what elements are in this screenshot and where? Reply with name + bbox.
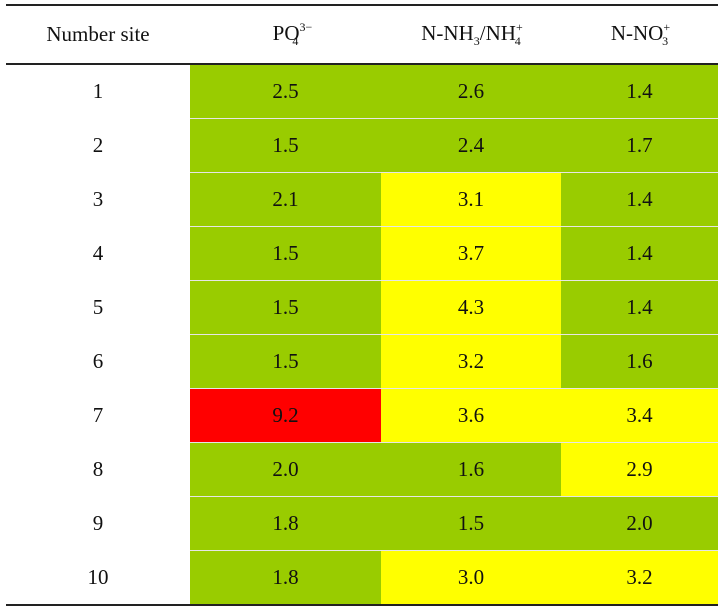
cell-po4: 2.0: [190, 442, 381, 497]
cell-nh: 1.5: [381, 496, 561, 551]
table-body: 1 2.5 2.6 1.4 2 1.5 2.4 1.7 3 2.1 3.1 1.4 4 1.5 3.7 1.4…: [6, 64, 718, 606]
cell-no3: 1.6: [561, 334, 718, 389]
cell-site: 1: [6, 64, 190, 119]
table-row: 9 1.8 1.5 2.0: [6, 496, 718, 551]
cell-nh: 3.2: [381, 334, 561, 389]
cell-site: 8: [6, 442, 190, 497]
cell-po4: 9.2: [190, 388, 381, 443]
cell-po4: 2.1: [190, 172, 381, 227]
header-po4-sup: 3−: [299, 20, 313, 34]
cell-nh: 3.0: [381, 550, 561, 606]
cell-no3: 3.4: [561, 388, 718, 443]
table-row: 6 1.5 3.2 1.6: [6, 334, 718, 389]
header-nh-sub2: 4: [514, 34, 521, 48]
table-row: 8 2.0 1.6 2.9: [6, 442, 718, 497]
cell-site: 3: [6, 172, 190, 227]
header-po4-base: PO: [272, 21, 300, 45]
cell-no3: 1.7: [561, 118, 718, 173]
header-site: Number site: [6, 4, 190, 65]
cell-no3: 1.4: [561, 226, 718, 281]
header-nh: N-NH3/NH+4: [381, 4, 561, 65]
cell-po4: 1.5: [190, 280, 381, 335]
cell-no3: 1.4: [561, 64, 718, 119]
cell-nh: 3.1: [381, 172, 561, 227]
cell-nh: 3.7: [381, 226, 561, 281]
header-nh-sub1: 3: [473, 34, 480, 48]
nutrient-table: Number site PO3−4 N-NH3/NH+4 N-NO+3 1 2.5…: [6, 4, 718, 606]
data-table-container: Number site PO3−4 N-NH3/NH+4 N-NO+3 1 2.5…: [6, 4, 718, 606]
cell-no3: 1.4: [561, 280, 718, 335]
cell-no3: 2.0: [561, 496, 718, 551]
table-row: 2 1.5 2.4 1.7: [6, 118, 718, 173]
table-row: 5 1.5 4.3 1.4: [6, 280, 718, 335]
table-row: 7 9.2 3.6 3.4: [6, 388, 718, 443]
table-row: 4 1.5 3.7 1.4: [6, 226, 718, 281]
header-po4: PO3−4: [190, 4, 381, 65]
cell-site: 7: [6, 388, 190, 443]
header-nh-sep: /NH: [479, 21, 516, 45]
cell-site: 4: [6, 226, 190, 281]
cell-nh: 1.6: [381, 442, 561, 497]
cell-no3: 1.4: [561, 172, 718, 227]
cell-site: 2: [6, 118, 190, 173]
cell-po4: 1.5: [190, 226, 381, 281]
cell-nh: 2.4: [381, 118, 561, 173]
cell-no3: 3.2: [561, 550, 718, 606]
cell-site: 10: [6, 550, 190, 606]
cell-site: 5: [6, 280, 190, 335]
cell-nh: 4.3: [381, 280, 561, 335]
header-row: Number site PO3−4 N-NH3/NH+4 N-NO+3: [6, 4, 718, 65]
cell-po4: 1.8: [190, 496, 381, 551]
header-nh-base: N-NH: [421, 21, 474, 45]
header-no3: N-NO+3: [561, 4, 718, 65]
header-po4-sub: 4: [292, 34, 299, 48]
table-row: 1 2.5 2.6 1.4: [6, 64, 718, 119]
cell-po4: 1.5: [190, 334, 381, 389]
table-row: 3 2.1 3.1 1.4: [6, 172, 718, 227]
cell-site: 6: [6, 334, 190, 389]
cell-po4: 2.5: [190, 64, 381, 119]
cell-site: 9: [6, 496, 190, 551]
header-no3-sup: +: [663, 20, 671, 34]
cell-nh: 2.6: [381, 64, 561, 119]
header-no3-sub: 3: [662, 34, 669, 48]
header-nh-sup2: +: [515, 20, 523, 34]
cell-po4: 1.5: [190, 118, 381, 173]
cell-nh: 3.6: [381, 388, 561, 443]
cell-po4: 1.8: [190, 550, 381, 606]
cell-no3: 2.9: [561, 442, 718, 497]
table-row: 10 1.8 3.0 3.2: [6, 550, 718, 606]
header-no3-base: N-NO: [610, 21, 664, 45]
